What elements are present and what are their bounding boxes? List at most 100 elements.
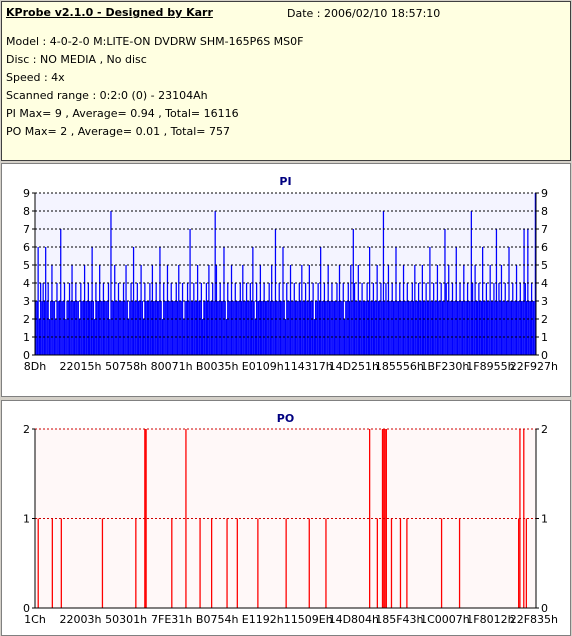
bar <box>92 301 95 355</box>
bar <box>104 301 106 355</box>
y-tick-label-right: 4 <box>541 277 548 290</box>
bar <box>213 301 215 355</box>
bar <box>151 265 154 355</box>
bar <box>139 301 141 355</box>
bar <box>71 265 73 355</box>
bar <box>220 301 223 355</box>
bar <box>261 301 263 355</box>
y-tick-label-left: 4 <box>23 277 30 290</box>
bar <box>292 301 294 355</box>
bar <box>533 301 535 355</box>
x-tick-label: 50758h <box>105 360 147 373</box>
bar <box>46 301 48 355</box>
bar <box>478 283 480 355</box>
bar <box>174 301 176 355</box>
bar <box>360 301 362 355</box>
bar <box>286 283 288 355</box>
bar <box>281 301 283 355</box>
bar <box>66 301 68 355</box>
bar <box>350 265 352 355</box>
bar <box>249 283 251 355</box>
x-tick-label: 114317h <box>284 360 333 373</box>
bar <box>94 319 96 355</box>
bar <box>429 247 431 355</box>
bar <box>315 301 317 355</box>
bar <box>171 301 174 355</box>
bar <box>185 429 187 608</box>
bar <box>199 518 201 608</box>
bar <box>345 301 347 355</box>
bar <box>284 319 287 355</box>
bar <box>417 283 420 355</box>
bar <box>390 301 392 355</box>
bar <box>308 265 310 355</box>
bar <box>465 301 467 355</box>
bar <box>321 301 323 355</box>
bar <box>330 301 332 355</box>
bar <box>140 265 142 355</box>
bar <box>493 283 495 355</box>
bar <box>306 301 308 355</box>
bar <box>525 301 528 355</box>
bar <box>105 301 107 355</box>
bar <box>229 301 231 355</box>
bar <box>117 283 120 355</box>
bar <box>83 265 86 355</box>
bar <box>406 518 408 608</box>
bar <box>153 301 155 355</box>
bar <box>135 301 137 355</box>
bar <box>253 301 255 355</box>
bar <box>469 301 471 355</box>
bar <box>475 301 477 355</box>
x-tick-label: 22F927h <box>510 360 558 373</box>
bar <box>479 301 481 355</box>
y-tick-label-left: 1 <box>23 513 30 526</box>
x-tick-label: 8Dh <box>24 360 46 373</box>
bar <box>316 301 318 355</box>
bar <box>372 283 375 355</box>
bar <box>487 301 489 355</box>
bar <box>431 301 434 355</box>
bar <box>279 301 282 355</box>
bar <box>115 301 117 355</box>
bar <box>463 265 465 355</box>
bar <box>257 301 259 355</box>
bar <box>340 301 342 355</box>
x-tick-label: 22F835h <box>510 613 558 626</box>
bar <box>245 283 248 355</box>
x-tick-label: B0754h <box>196 613 239 626</box>
bar <box>419 301 421 355</box>
bar <box>294 301 297 355</box>
bar <box>405 301 407 355</box>
bar <box>164 301 166 355</box>
bar <box>72 301 74 355</box>
bar <box>198 301 200 355</box>
bar <box>333 301 336 355</box>
bar <box>189 229 191 355</box>
bar <box>426 301 429 355</box>
y-tick-label-right: 2 <box>541 313 548 326</box>
bar <box>356 301 358 355</box>
bar <box>448 265 450 355</box>
bar <box>513 301 515 355</box>
bar <box>184 301 186 355</box>
bar <box>36 301 38 355</box>
bar <box>85 301 87 355</box>
bar <box>376 518 378 608</box>
y-tick-label-left: 0 <box>23 602 30 615</box>
y-tick-label-right: 2 <box>541 423 548 436</box>
bar <box>505 301 508 355</box>
bar <box>194 301 196 355</box>
bar <box>236 518 238 608</box>
bar <box>325 518 327 608</box>
bar <box>228 301 230 355</box>
chart-title: PO <box>277 412 294 425</box>
x-tick-label: 22015h <box>60 360 102 373</box>
bar <box>492 301 494 355</box>
bar <box>385 283 387 355</box>
bar <box>224 301 226 355</box>
bar <box>82 301 84 355</box>
bar <box>433 283 435 355</box>
bar <box>327 265 329 355</box>
bar <box>369 247 371 355</box>
